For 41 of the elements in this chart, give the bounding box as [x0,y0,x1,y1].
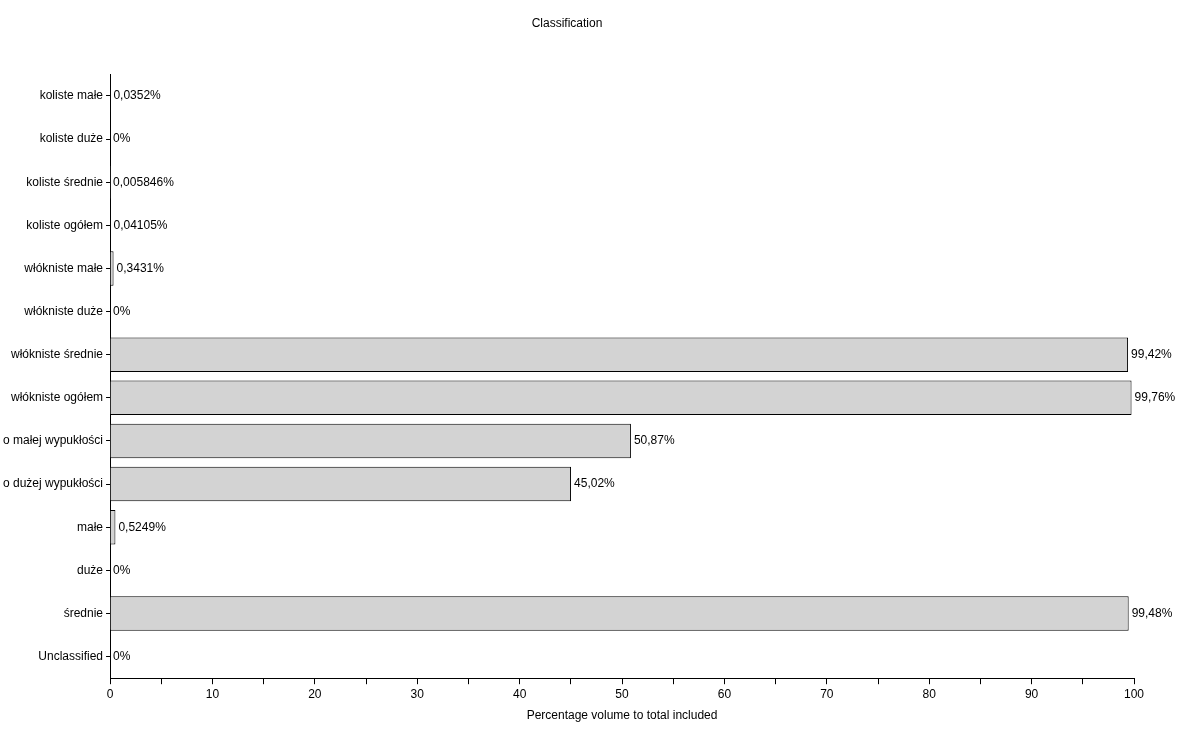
x-tick-label: 30 [410,686,425,701]
x-tick-label: 70 [820,686,834,701]
data-label: 0,005846% [113,174,175,189]
y-tick-label: włókniste ogółem [10,390,104,405]
data-label: 0% [113,648,131,663]
data-label: 45,02% [574,476,616,491]
x-tick-label: 90 [1024,686,1039,701]
data-label: 0,3431% [116,260,165,275]
y-tick-label: koliste duże [39,131,104,146]
data-label: 99,76% [1134,390,1176,405]
y-tick-label: o dużej wypukłości [2,476,104,491]
data-label: 0% [113,562,131,577]
y-tick-label: włókniste duże [23,303,104,318]
chart-title: Classification [531,15,603,30]
y-tick-label: małe [77,519,104,534]
x-tick-label: 40 [512,686,527,701]
x-tick-label: 60 [717,686,732,701]
y-tick-label: włókniste małe [23,260,104,275]
x-tick-label: 0 [106,686,114,701]
x-tick-label: 20 [308,686,322,701]
x-axis-title: Percentage volume to total included [526,708,718,723]
data-label: 50,87% [633,433,675,448]
data-label: 0,04105% [113,217,168,232]
x-tick-label: 80 [922,686,937,701]
data-label: 0% [113,131,131,146]
y-tick-label: duże [77,562,104,577]
x-tick-label: 50 [615,686,630,701]
data-label: 0,0352% [113,88,162,103]
y-tick-label: o małej wypukłości [3,433,104,448]
y-tick-label: koliste ogółem [26,217,104,232]
y-tick-label: średnie [63,605,104,620]
y-tick-label: koliste małe [39,88,104,103]
data-label: 0% [113,303,131,318]
x-tick-label: 100 [1123,686,1145,701]
y-tick-label: włókniste średnie [10,347,104,362]
y-tick-label: koliste średnie [26,174,104,189]
y-tick-label: Unclassified [38,648,104,663]
data-label: 99,48% [1131,605,1173,620]
data-label: 99,42% [1131,347,1173,362]
data-label: 0,5249% [118,519,167,534]
x-tick-label: 10 [205,686,220,701]
